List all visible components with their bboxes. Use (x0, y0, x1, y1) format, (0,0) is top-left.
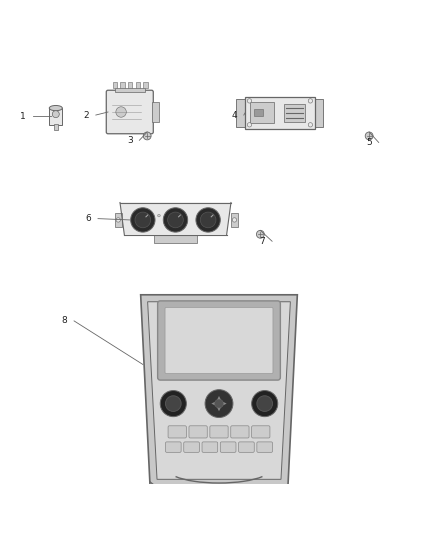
Circle shape (135, 212, 151, 228)
Polygon shape (217, 396, 221, 400)
Ellipse shape (49, 106, 62, 111)
Bar (245, 96, 315, 129)
Circle shape (163, 208, 187, 232)
Circle shape (308, 99, 313, 103)
Bar (136, 82, 140, 88)
Text: 8: 8 (62, 317, 67, 326)
Circle shape (232, 218, 237, 222)
FancyBboxPatch shape (106, 90, 153, 134)
Circle shape (168, 212, 184, 228)
Circle shape (252, 391, 278, 417)
Bar (113, 82, 117, 88)
Circle shape (205, 390, 233, 417)
Polygon shape (148, 302, 290, 479)
FancyBboxPatch shape (239, 442, 254, 453)
Circle shape (166, 396, 181, 411)
Bar (284, 104, 305, 122)
Text: 6: 6 (85, 214, 91, 223)
Bar (128, 82, 132, 88)
Bar (254, 109, 262, 116)
Circle shape (196, 208, 220, 232)
FancyBboxPatch shape (257, 442, 272, 453)
Bar (115, 213, 122, 227)
Text: 2: 2 (84, 110, 89, 119)
Circle shape (160, 391, 186, 417)
Bar (154, 235, 197, 244)
Bar (237, 99, 246, 126)
FancyBboxPatch shape (158, 301, 280, 380)
FancyBboxPatch shape (165, 308, 273, 374)
FancyBboxPatch shape (202, 442, 218, 453)
Text: 5: 5 (366, 138, 372, 147)
Circle shape (247, 123, 252, 127)
Bar (49, 108, 62, 125)
Bar (115, 88, 145, 92)
FancyBboxPatch shape (252, 426, 270, 438)
Circle shape (52, 111, 59, 118)
Circle shape (158, 214, 160, 217)
Polygon shape (120, 203, 231, 235)
Circle shape (247, 99, 252, 103)
Bar (152, 102, 159, 122)
FancyBboxPatch shape (220, 442, 236, 453)
Circle shape (256, 230, 264, 238)
Polygon shape (141, 295, 297, 486)
Circle shape (116, 107, 126, 117)
FancyBboxPatch shape (166, 442, 181, 453)
Circle shape (365, 132, 373, 140)
FancyBboxPatch shape (189, 426, 207, 438)
Bar (143, 82, 148, 88)
Bar (231, 213, 238, 227)
Polygon shape (212, 401, 215, 406)
Text: 3: 3 (127, 136, 133, 145)
FancyBboxPatch shape (231, 426, 249, 438)
FancyBboxPatch shape (210, 426, 228, 438)
Circle shape (215, 399, 223, 408)
Bar (120, 82, 125, 88)
Polygon shape (223, 401, 226, 406)
Circle shape (200, 212, 216, 228)
Text: 1: 1 (20, 112, 26, 121)
Polygon shape (217, 407, 221, 411)
Circle shape (257, 396, 272, 411)
FancyBboxPatch shape (168, 426, 186, 438)
Text: 7: 7 (260, 237, 265, 246)
Circle shape (116, 218, 120, 222)
Text: 4: 4 (231, 110, 237, 119)
Bar (53, 124, 58, 130)
Bar (314, 99, 323, 126)
Circle shape (308, 123, 313, 127)
Circle shape (131, 208, 155, 232)
FancyBboxPatch shape (184, 442, 199, 453)
Bar (251, 102, 274, 123)
Circle shape (143, 132, 151, 140)
